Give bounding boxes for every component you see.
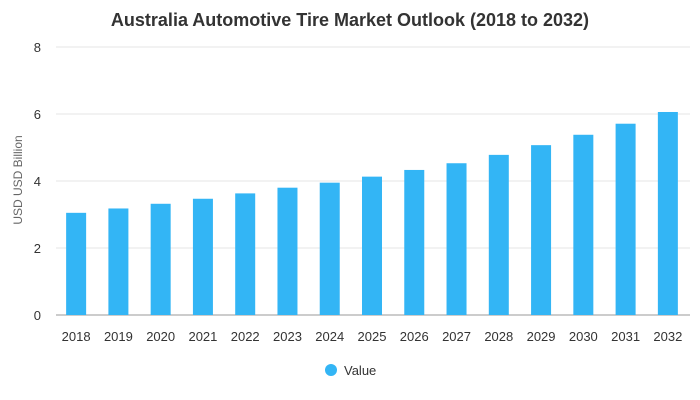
bar-2031 <box>615 123 636 315</box>
x-tick-label: 2022 <box>231 329 260 344</box>
y-axis-ticks: 0 2 4 6 8 <box>34 40 41 323</box>
y-tick-label: 2 <box>34 241 41 256</box>
bar-2029 <box>531 145 552 315</box>
x-tick-label: 2029 <box>527 329 556 344</box>
legend-marker-value <box>325 364 337 376</box>
x-tick-label: 2025 <box>358 329 387 344</box>
x-tick-label: 2028 <box>484 329 513 344</box>
x-tick-label: 2020 <box>146 329 175 344</box>
bar-2028 <box>488 154 509 315</box>
bar-2032 <box>657 111 678 316</box>
bar-2023 <box>277 187 298 315</box>
bar-2024 <box>319 182 340 315</box>
bar-2020 <box>150 203 171 315</box>
x-tick-label: 2024 <box>315 329 344 344</box>
y-tick-label: 6 <box>34 107 41 122</box>
y-axis-label: USD USD Billion <box>11 135 25 224</box>
bar-2021 <box>192 198 213 315</box>
bar-2025 <box>362 176 382 315</box>
bars <box>66 111 678 316</box>
x-tick-label: 2030 <box>569 329 598 344</box>
x-tick-label: 2023 <box>273 329 302 344</box>
legend: Value <box>325 363 376 378</box>
bar-2026 <box>404 169 425 315</box>
x-tick-label: 2021 <box>188 329 217 344</box>
x-tick-label: 2032 <box>653 329 682 344</box>
y-tick-label: 0 <box>34 308 41 323</box>
x-tick-label: 2018 <box>62 329 91 344</box>
x-axis-ticks: 2018 2019 2020 2021 2022 2023 2024 2025 2026 2027… <box>62 329 683 344</box>
x-tick-label: 2031 <box>611 329 640 344</box>
bar-2018 <box>66 212 87 315</box>
x-tick-label: 2026 <box>400 329 429 344</box>
x-tick-label: 2019 <box>104 329 133 344</box>
bar-2030 <box>573 134 594 315</box>
x-tick-label: 2027 <box>442 329 471 344</box>
y-tick-label: 4 <box>34 174 41 189</box>
bar-2022 <box>235 193 256 315</box>
legend-label-value: Value <box>344 363 376 378</box>
bar-2019 <box>108 208 129 315</box>
chart-title: Australia Automotive Tire Market Outlook… <box>111 10 589 30</box>
bar-2027 <box>446 163 467 315</box>
y-tick-label: 8 <box>34 40 41 55</box>
